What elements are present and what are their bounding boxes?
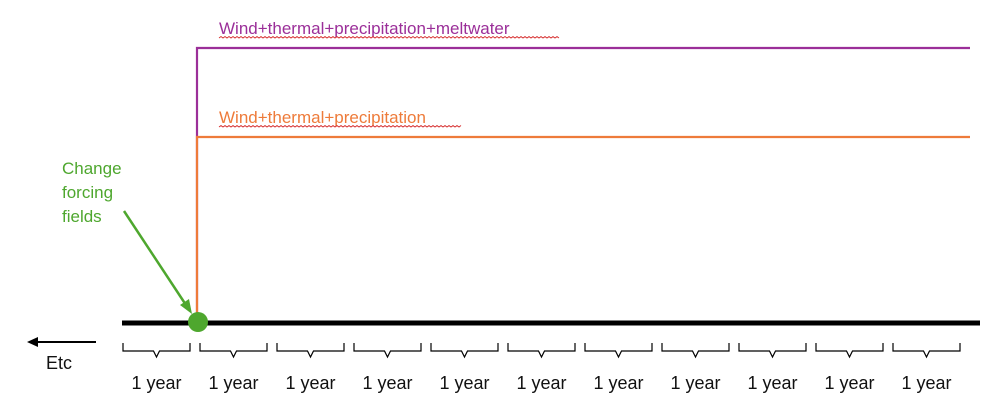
year-brace [584, 343, 653, 359]
year-label: 1 year [670, 373, 720, 393]
year-brace [430, 343, 499, 359]
year-brace [507, 343, 576, 359]
year-brace [738, 343, 807, 359]
year-intervals: 1 year 1 year 1 year 1 year 1 year 1 year 1 ye… [122, 343, 961, 393]
change-forcing-fields-label: Change forcing fields [62, 159, 126, 226]
meltwater-experiment-label: Wind+thermal+precipitation+meltwater [219, 19, 510, 38]
year-brace [199, 343, 268, 359]
forcing-change-point [188, 312, 208, 332]
spellcheck-underline-precipitation [218, 124, 462, 128]
year-label: 1 year [901, 373, 951, 393]
precipitation-experiment-label: Wind+thermal+precipitation [219, 108, 426, 127]
year-label: 1 year [439, 373, 489, 393]
year-brace [353, 343, 422, 359]
year-label: 1 year [285, 373, 335, 393]
meltwater-experiment-line [195, 46, 970, 320]
year-label: 1 year [131, 373, 181, 393]
etc-arrowhead [27, 337, 38, 347]
year-label: 1 year [362, 373, 412, 393]
change-pointer-arrowhead [180, 299, 192, 314]
year-label: 1 year [593, 373, 643, 393]
year-brace [815, 343, 884, 359]
year-label: 1 year [824, 373, 874, 393]
year-label: 1 year [747, 373, 797, 393]
year-brace [892, 343, 961, 359]
precipitation-experiment-line [195, 135, 970, 320]
year-label: 1 year [516, 373, 566, 393]
year-brace [276, 343, 345, 359]
etc-label: Etc [46, 353, 72, 373]
change-pointer-arrow [122, 210, 188, 306]
spellcheck-underline-meltwater [218, 35, 560, 39]
year-label: 1 year [208, 373, 258, 393]
year-brace [661, 343, 730, 359]
year-brace [122, 343, 191, 359]
